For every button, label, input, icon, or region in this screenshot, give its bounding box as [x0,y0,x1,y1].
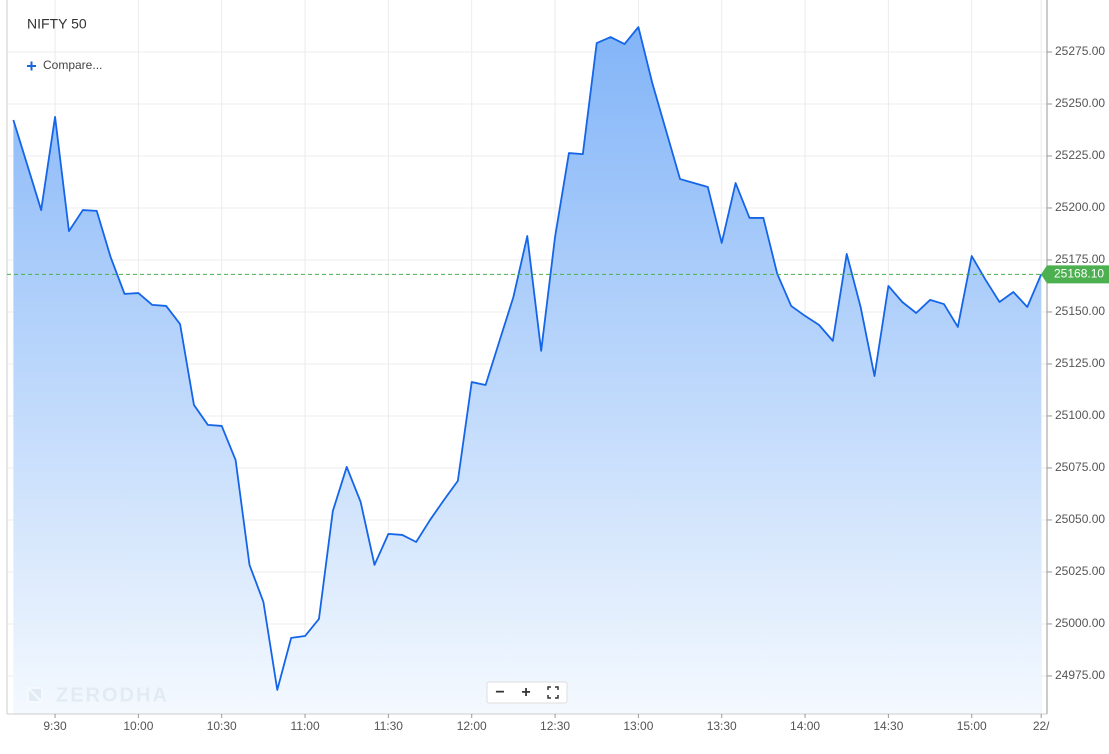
x-tick-label: 13:30 [707,719,737,733]
x-tick-label: 15:00 [957,719,987,733]
area-fill [13,27,1041,714]
plus-icon [27,62,36,71]
plot [13,27,1041,714]
y-tick-label: 25225.00 [1055,148,1105,162]
zoom-in-button[interactable]: + [521,684,530,701]
compare-label[interactable]: Compare... [43,58,102,72]
x-tick-label: 10:00 [123,719,153,733]
x-tick-label: 22/ [1033,719,1050,733]
x-tick-label: 12:00 [457,719,487,733]
x-tick-label: 11:00 [290,719,319,733]
y-tick-label: 25125.00 [1055,356,1105,370]
y-tick-label: 24975.00 [1055,668,1105,682]
y-tick-label: 25050.00 [1055,512,1105,526]
y-tick-label: 25075.00 [1055,460,1105,474]
x-tick-label: 10:30 [207,719,237,733]
chart: NIFTY 50 Compare... ZERODHA − + 24975.00… [0,0,1109,754]
y-tick-label: 25025.00 [1055,564,1105,578]
y-tick-label: 25175.00 [1055,252,1105,266]
x-tick-label: 11:30 [374,719,403,733]
watermark-text: ZERODHA [56,684,169,706]
y-tick-label: 25200.00 [1055,200,1105,214]
zoom-controls: − + [487,682,567,703]
zoom-out-button[interactable]: − [495,684,504,701]
x-tick-label: 14:30 [873,719,903,733]
x-tick-label: 9:30 [43,719,67,733]
y-tick-label: 25275.00 [1055,44,1105,58]
x-tick-label: 12:30 [540,719,570,733]
y-tick-label: 25250.00 [1055,96,1105,110]
watermark-icon [28,688,42,702]
x-tick-label: 14:00 [790,719,820,733]
y-tick-label: 25100.00 [1055,408,1105,422]
compare-button[interactable]: Compare... [27,58,102,72]
y-tick-label: 25000.00 [1055,616,1105,630]
chart-title: NIFTY 50 [27,16,87,32]
y-tick-label: 25150.00 [1055,304,1105,318]
last-price-label: 25168.10 [1054,266,1104,280]
x-tick-label: 13:00 [623,719,653,733]
